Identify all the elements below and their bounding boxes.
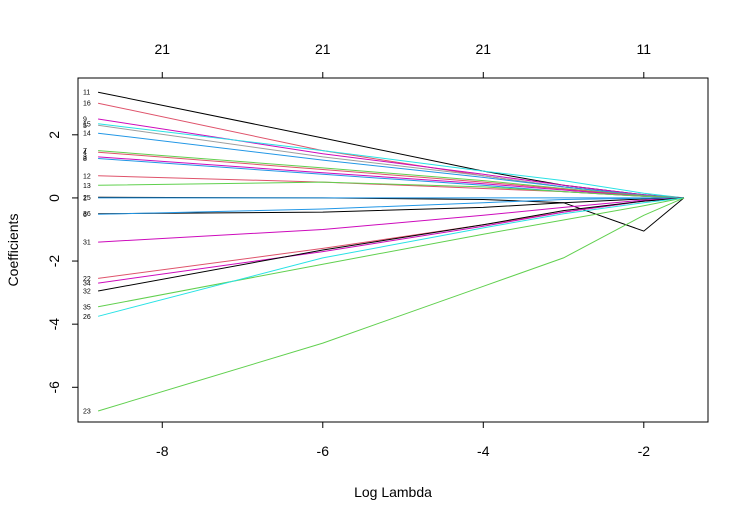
series-line-35	[98, 197, 684, 308]
series-label-35: 35	[83, 304, 91, 311]
plot-frame	[77, 77, 709, 423]
top-tick-label: 21	[154, 41, 170, 57]
series-label-23: 23	[83, 409, 91, 416]
y-axis-title: Coefficients	[5, 214, 21, 287]
series-label-5: 5	[83, 123, 87, 130]
top-tick-label: 11	[637, 41, 652, 57]
series-line-23	[97, 197, 685, 412]
series-label-1: 1	[83, 195, 87, 202]
x-axis-title: Log Lambda	[354, 484, 432, 500]
series-line-26	[97, 197, 684, 317]
series-label-8: 8	[83, 156, 87, 163]
top-tick-label: 21	[475, 41, 491, 57]
y-axis: -6 -4 -2 0 2	[46, 131, 78, 394]
series-label-6: 6	[83, 212, 87, 219]
series-label-16: 16	[83, 101, 91, 108]
series-label-9: 9	[83, 117, 87, 124]
series-label-22: 22	[83, 276, 91, 283]
y-tick-label: -4	[46, 318, 62, 331]
y-tick-label: 2	[46, 131, 62, 139]
series-label-36: 36	[83, 211, 91, 218]
series-label-12: 12	[83, 173, 91, 180]
x-tick-label: -8	[156, 443, 169, 459]
series-line-14	[98, 132, 684, 199]
series-label-13: 13	[83, 183, 91, 190]
series-line-15	[98, 123, 684, 199]
series-label-34: 34	[83, 281, 91, 288]
y-tick-label: 0	[46, 194, 62, 202]
top-axis: 21 21 21 11	[154, 41, 651, 78]
series-line-6	[98, 197, 684, 215]
x-tick-label: -6	[317, 443, 330, 459]
series-label-31: 31	[83, 240, 91, 247]
series-line-11	[98, 91, 684, 199]
series-line-36	[98, 197, 684, 215]
y-tick-label: -2	[46, 255, 62, 268]
series-line-32	[98, 197, 684, 292]
y-tick-label: -6	[46, 381, 62, 394]
x-tick-label: -4	[477, 443, 490, 459]
x-tick-label: -2	[638, 443, 651, 459]
series-line-13	[98, 181, 684, 199]
series-label-14: 14	[83, 131, 91, 138]
series-label-26: 26	[83, 314, 91, 321]
series-label-15: 15	[83, 121, 91, 128]
series-label-7: 7	[83, 148, 87, 155]
series-label-25: 25	[83, 195, 91, 202]
x-axis: -8 -6 -4 -2	[156, 422, 650, 459]
series-line-31	[98, 197, 684, 243]
series-label-32: 32	[83, 289, 91, 296]
series-label-4: 4	[83, 150, 87, 157]
top-tick-label: 21	[315, 41, 331, 57]
series-label-3: 3	[83, 154, 87, 161]
series-layer	[97, 91, 685, 412]
series-label-11: 11	[83, 90, 90, 97]
